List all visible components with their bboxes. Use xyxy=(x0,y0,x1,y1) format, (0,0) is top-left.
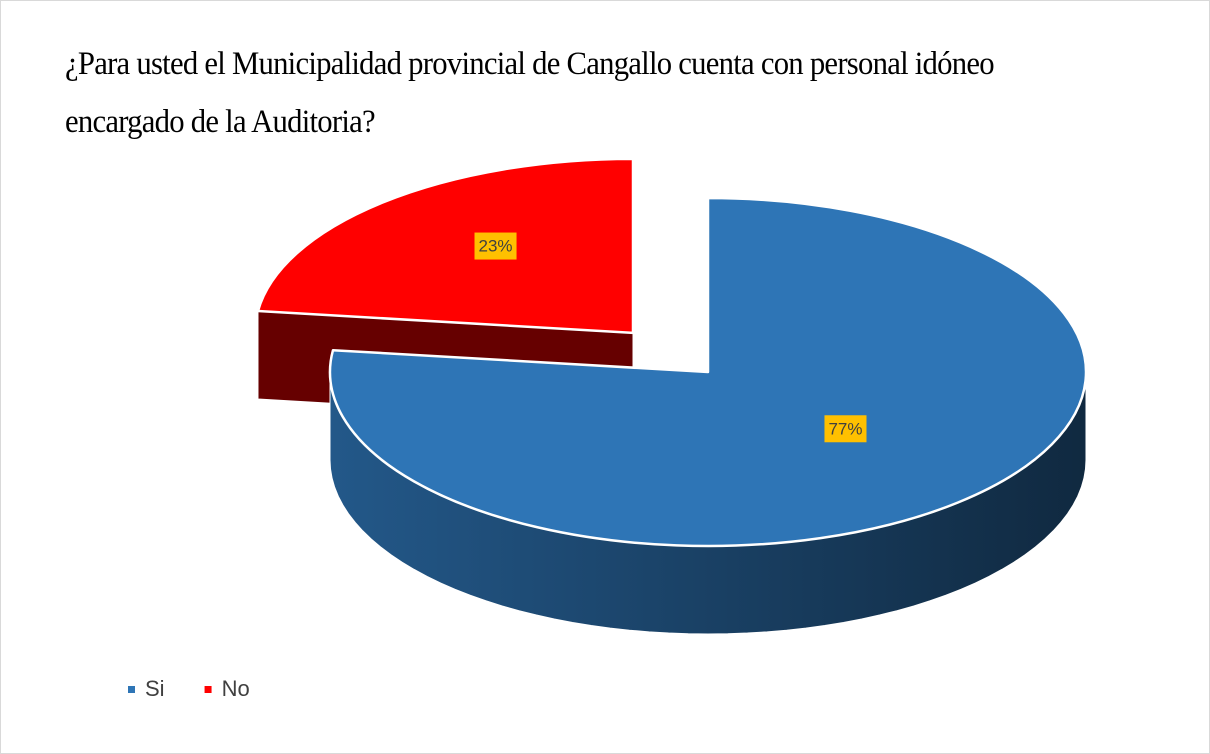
chart-title: ¿Para usted el Municipalidad provincial … xyxy=(65,46,995,140)
data-label-bg xyxy=(474,232,517,260)
legend-swatch xyxy=(128,686,135,693)
data-label: 23% xyxy=(479,237,513,256)
data-label: 77% xyxy=(828,419,862,438)
legend-label: No xyxy=(222,676,250,701)
pie-slice xyxy=(328,196,1088,548)
legend-swatch xyxy=(204,686,212,693)
pie-slice xyxy=(256,157,635,335)
slice xyxy=(328,196,1088,635)
legend-label: Si xyxy=(145,676,165,701)
data-label-bg xyxy=(824,415,867,443)
